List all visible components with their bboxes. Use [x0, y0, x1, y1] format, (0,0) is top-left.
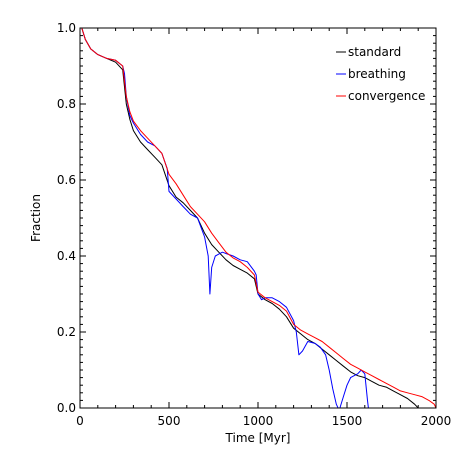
y-axis-ticks: 0.0 0.2 0.4 0.6 0.8 1.0: [57, 21, 436, 415]
y-tick-label: 0.8: [57, 97, 76, 111]
x-tick-label: 2000: [421, 414, 452, 428]
x-axis-ticks: 0 500 1000 1500 2000: [76, 28, 451, 428]
series-layer: [81, 28, 436, 408]
legend: standard breathing convergence: [336, 45, 425, 103]
y-tick-label: 0.0: [57, 401, 76, 415]
y-tick-label: 0.2: [57, 325, 76, 339]
x-tick-label: 0: [76, 414, 84, 428]
series-line-breathing: [81, 28, 369, 408]
y-axis-title: Fraction: [29, 194, 43, 242]
y-tick-label: 0.6: [57, 173, 76, 187]
x-tick-label: 1000: [243, 414, 274, 428]
legend-label-standard: standard: [348, 45, 401, 59]
x-tick-label: 500: [158, 414, 181, 428]
y-tick-label: 1.0: [57, 21, 76, 35]
legend-label-convergence: convergence: [348, 89, 425, 103]
legend-label-breathing: breathing: [348, 67, 406, 81]
series-line-standard: [81, 28, 420, 408]
series-line-convergence: [81, 28, 436, 408]
y-tick-label: 0.4: [57, 249, 76, 263]
plot-frame: [79, 27, 437, 409]
x-tick-label: 1500: [332, 414, 363, 428]
x-axis-title: Time [Myr]: [225, 431, 291, 445]
